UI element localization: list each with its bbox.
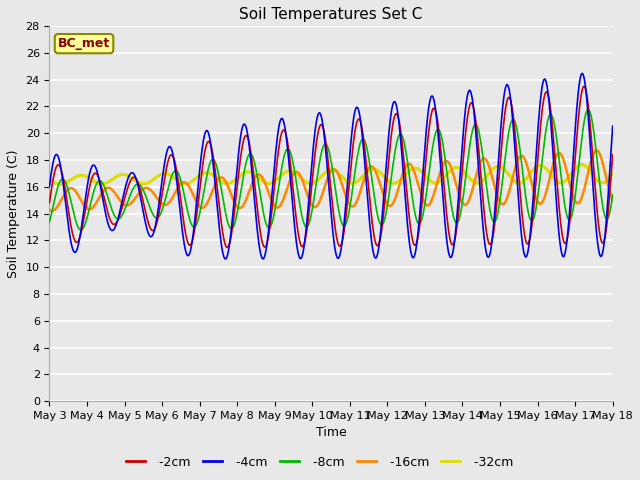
Title: Soil Temperatures Set C: Soil Temperatures Set C [239, 7, 423, 22]
Legend:  -2cm,  -4cm,  -8cm,  -16cm,  -32cm: -2cm, -4cm, -8cm, -16cm, -32cm [122, 451, 518, 474]
Text: BC_met: BC_met [58, 37, 110, 50]
X-axis label: Time: Time [316, 426, 346, 440]
Y-axis label: Soil Temperature (C): Soil Temperature (C) [7, 149, 20, 278]
